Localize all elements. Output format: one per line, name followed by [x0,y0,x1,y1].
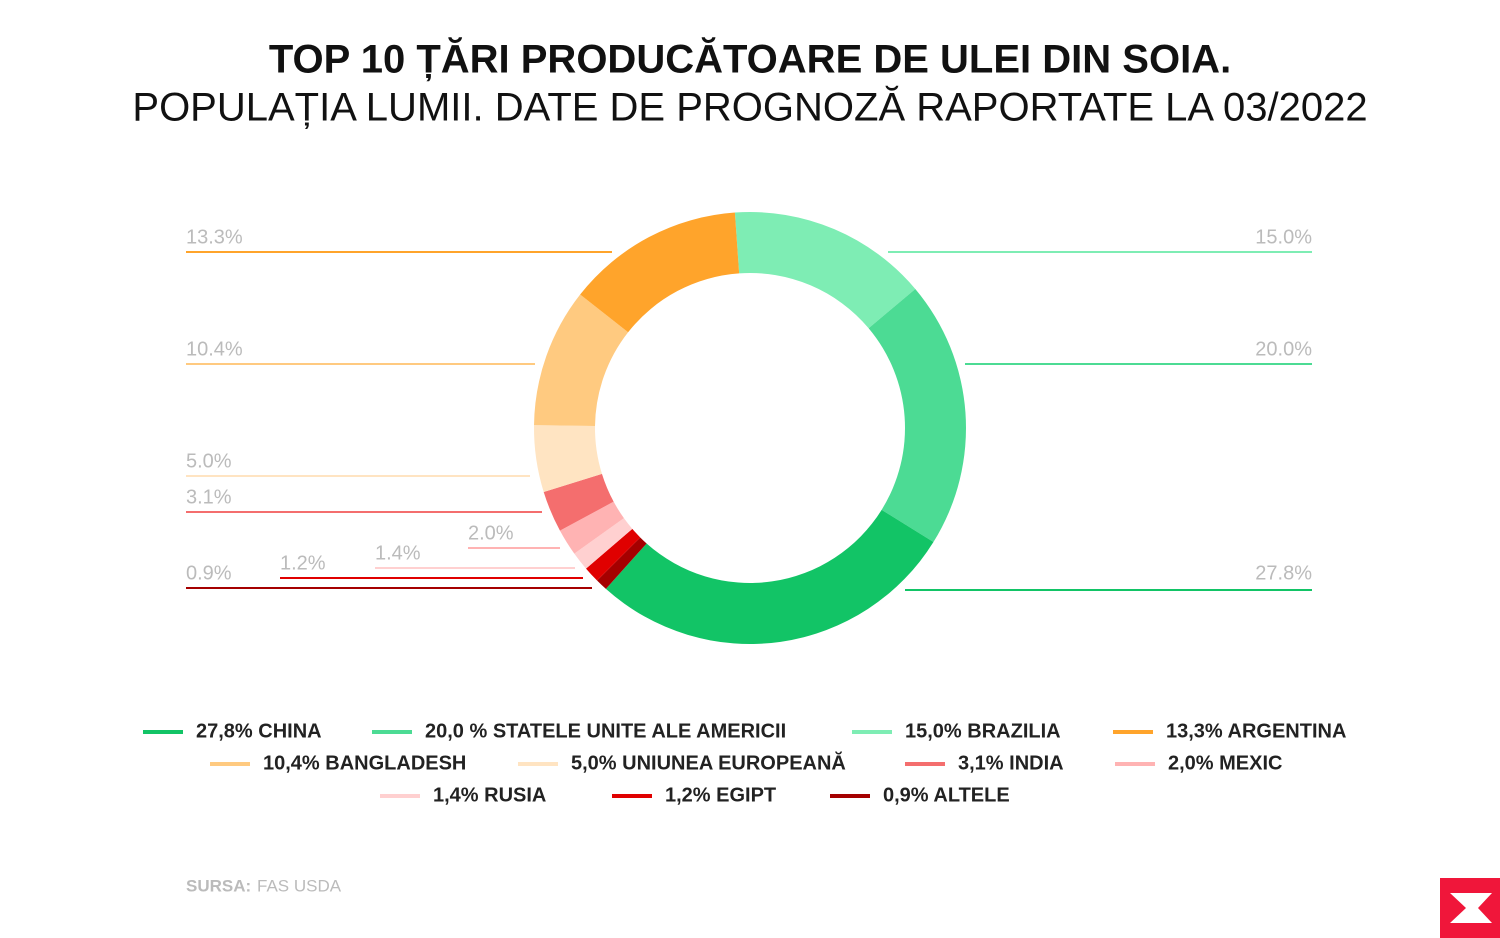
chart-subtitle: POPULAȚIA LUMII. DATE DE PROGNOZĂ RAPORT… [132,85,1367,130]
value-label: 13.3% [186,226,243,248]
legend-label: 1,2% EGIPT [665,784,776,806]
donut-segment [559,501,624,554]
legend-label: 5,0% UNIUNEA EUROPEANĂ [571,751,846,774]
value-label: 2.0% [468,522,514,544]
legend-label: 15,0% BRAZILIA [905,720,1061,742]
logo [1440,878,1500,938]
donut-segment [734,211,916,329]
value-label: 15.0% [1255,226,1312,248]
legend-label: 0,9% ALTELE [883,784,1010,806]
logo-mark [1450,893,1492,923]
source-label: SURSA: [186,876,251,895]
legend-label: 13,3% ARGENTINA [1166,720,1346,742]
value-label: 10.4% [186,338,243,360]
donut-segment [543,473,614,531]
value-label: 0.9% [186,562,232,584]
value-label: 20.0% [1255,338,1312,360]
donut-segment [868,288,967,543]
legend-label: 2,0% MEXIC [1168,752,1282,774]
legend-label: 3,1% INDIA [958,752,1064,774]
value-label: 3.1% [186,486,232,508]
value-label: 1.2% [280,552,326,574]
donut-segment [574,518,633,569]
legend-label: 27,8% CHINA [196,720,322,742]
legend-label: 10,4% BANGLADESH [263,752,466,774]
donut-segment [580,212,740,333]
chart-title: TOP 10 ȚĂRI PRODUCĂTOARE DE ULEI DIN SOI… [269,37,1231,82]
donut-segment [586,528,641,581]
legend-label: 1,4% RUSIA [433,784,546,806]
donut-segment [597,537,647,589]
donut-segment [605,509,934,644]
donut-segment [534,294,629,426]
source: FAS USDA [257,876,342,895]
value-label: 1.4% [375,542,421,564]
value-label: 5.0% [186,450,232,472]
value-label: 27.8% [1255,562,1312,584]
legend-label: 20,0 % STATELE UNITE ALE AMERICII [425,720,786,742]
donut-segment [534,425,602,492]
